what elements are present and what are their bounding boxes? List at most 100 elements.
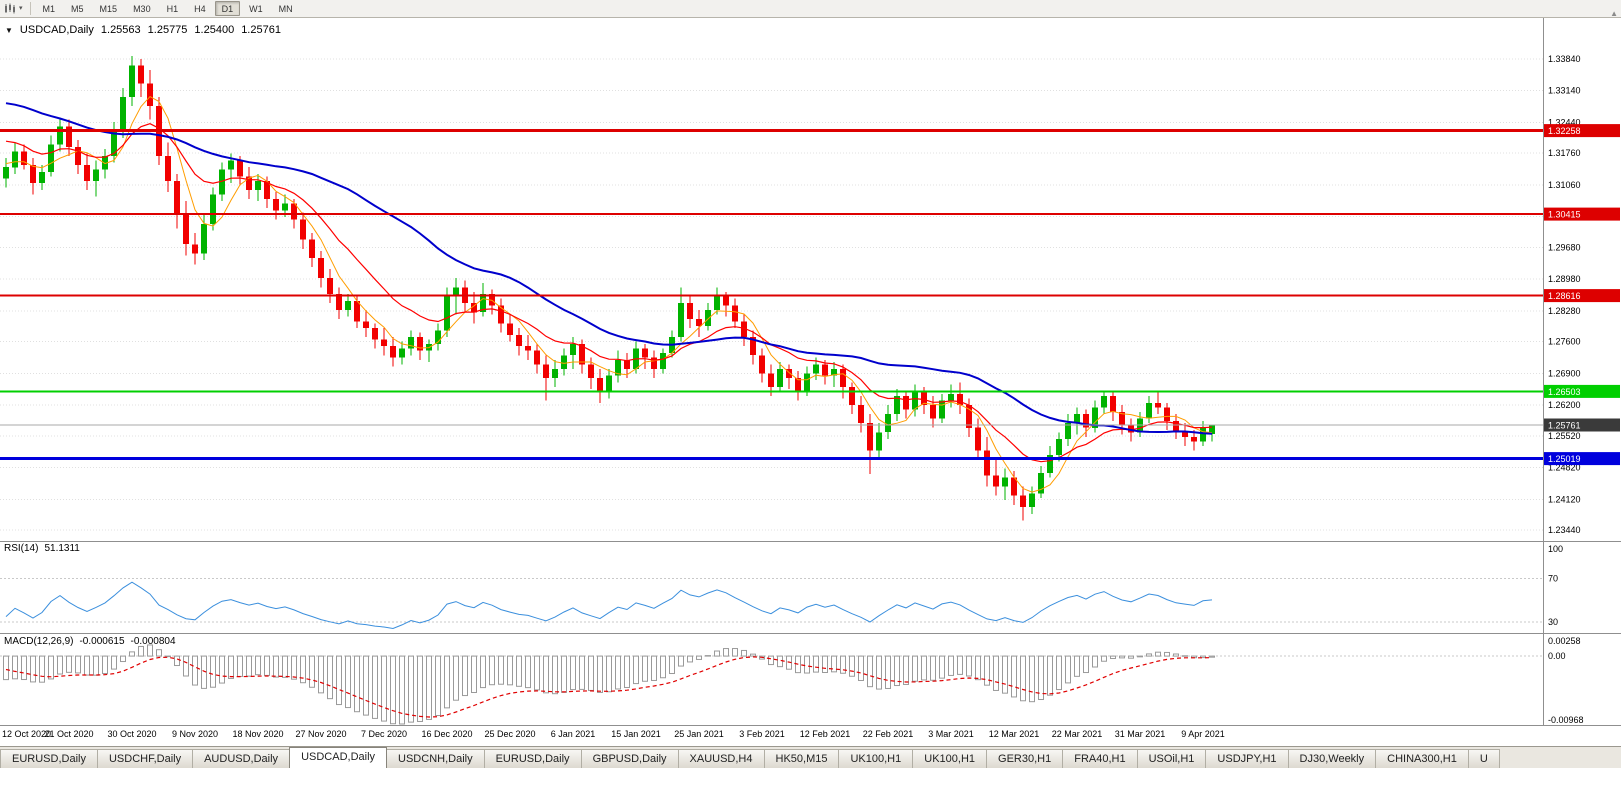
macd-histogram-bar <box>210 655 216 688</box>
price-tick-label: 1.24820 <box>1548 463 1581 473</box>
macd-histogram-bar <box>30 655 36 683</box>
tab-usdcad-daily[interactable]: USDCAD,Daily <box>289 747 388 768</box>
candle-body <box>183 214 189 245</box>
tab-uk100-h1[interactable]: UK100,H1 <box>912 749 988 768</box>
candle-body <box>1011 477 1017 496</box>
candle-body <box>228 160 234 170</box>
candle-body <box>597 377 603 392</box>
timeframe-mn[interactable]: MN <box>278 4 293 14</box>
macd-histogram-bar <box>354 655 360 713</box>
macd-histogram-bar <box>1182 655 1188 657</box>
candle-body <box>939 400 945 419</box>
macd-histogram-bar <box>12 655 18 680</box>
timeframe-m5[interactable]: M5 <box>71 4 84 14</box>
macd-histogram-bar <box>1119 655 1125 659</box>
timeframe-m30[interactable]: M30 <box>133 4 151 14</box>
candle-body <box>21 151 27 165</box>
candle-body <box>3 167 9 179</box>
macd-histogram-bar <box>417 655 423 722</box>
candle-body <box>912 391 918 410</box>
macd-histogram-bar <box>408 655 414 723</box>
tab-xauusd-h4[interactable]: XAUUSD,H4 <box>677 749 765 768</box>
date-label: 22 Feb 2021 <box>863 729 914 739</box>
current-price-badge <box>1544 418 1620 432</box>
tab-eurusd-daily[interactable]: EURUSD,Daily <box>483 749 582 768</box>
candle-body <box>417 337 423 351</box>
tab-usdchf-daily[interactable]: USDCHF,Daily <box>96 749 194 768</box>
macd-histogram-bar <box>741 649 747 657</box>
candle-body <box>201 223 207 254</box>
macd-histogram-bar <box>399 655 405 725</box>
chart-icon[interactable] <box>4 3 17 14</box>
tab-hk50-m15[interactable]: HK50,M15 <box>763 749 840 768</box>
chart-canvas[interactable]: 1.338401.331401.324401.317601.310601.303… <box>0 18 1621 746</box>
chart-title-caret-icon[interactable]: ▼ <box>5 25 13 35</box>
macd-histogram-bar <box>705 655 711 657</box>
chart-tabbar: EURUSD,Daily USDCHF,Daily AUDUSD,Daily USDC… <box>0 746 1621 768</box>
chart-open-value: 1.25563 <box>100 24 141 36</box>
date-label: 6 Jan 2021 <box>551 729 596 739</box>
rsi-name: RSI(14) <box>4 543 39 554</box>
macd-histogram-bar <box>1056 655 1062 691</box>
macd-histogram-bar <box>543 655 549 694</box>
tab-usdjpy-h1[interactable]: USDJPY,H1 <box>1205 749 1289 768</box>
macd-histogram-bar <box>930 655 936 681</box>
chart-high-value: 1.25775 <box>147 24 188 36</box>
macd-histogram-bar <box>615 655 621 690</box>
level-price-badge-label: 1.25019 <box>1548 454 1581 464</box>
macd-histogram-bar <box>678 655 684 667</box>
macd-histogram-bar <box>912 655 918 682</box>
macd-histogram-bar <box>1164 651 1170 657</box>
date-label: 15 Jan 2021 <box>611 729 661 739</box>
tab-china300-h1[interactable]: CHINA300,H1 <box>1375 749 1469 768</box>
ma-slow-line <box>5 102 1213 435</box>
price-tick-label: 1.29680 <box>1548 242 1581 252</box>
macd-histogram-bar <box>120 655 126 663</box>
date-label: 18 Nov 2020 <box>232 729 283 739</box>
macd-histogram-bar <box>1200 655 1206 659</box>
macd-histogram-bar <box>3 655 9 681</box>
candle-body <box>219 169 225 195</box>
tab-uk100-h1[interactable]: UK100,H1 <box>838 749 914 768</box>
candle-body <box>1065 423 1071 440</box>
timeframe-m1[interactable]: M1 <box>42 4 56 14</box>
macd-histogram-bar <box>48 655 54 680</box>
macd-histogram-bar <box>489 655 495 686</box>
macd-histogram-bar <box>822 655 828 674</box>
timeframe-d1[interactable]: D1 <box>214 1 241 16</box>
macd-histogram-bar <box>993 655 999 691</box>
macd-main-value: -0.000615 <box>79 636 125 647</box>
tab-dj30-weekly[interactable]: DJ30,Weekly <box>1287 749 1377 768</box>
timeframe-h1[interactable]: H1 <box>166 4 179 14</box>
tab-fra40-h1[interactable]: FRA40,H1 <box>1062 749 1138 768</box>
tab-usoil-h1[interactable]: USOil,H1 <box>1136 749 1207 768</box>
price-tick-label: 1.32440 <box>1548 117 1581 127</box>
macd-histogram-bar <box>597 655 603 693</box>
date-label: 12 Oct 2020 <box>2 729 51 739</box>
tab-gbpusd-daily[interactable]: GBPUSD,Daily <box>580 749 679 768</box>
tab-audusd-daily[interactable]: AUDUSD,Daily <box>192 749 291 768</box>
macd-histogram-bar <box>453 655 459 701</box>
timeframe-w1[interactable]: W1 <box>249 4 263 14</box>
chart-low-value: 1.25400 <box>194 24 235 36</box>
macd-histogram-bar <box>867 655 873 688</box>
candle-body <box>1083 414 1089 428</box>
tab-u[interactable]: U <box>1467 749 1500 768</box>
tab-eurusd-daily[interactable]: EURUSD,Daily <box>0 749 98 768</box>
scroll-up-icon[interactable]: ▲ <box>1610 9 1618 18</box>
tab-ger30-h1[interactable]: GER30,H1 <box>986 749 1064 768</box>
timeframe-m15[interactable]: M15 <box>99 4 118 14</box>
candle-body <box>840 368 846 387</box>
tab-usdcnh-daily[interactable]: USDCNH,Daily <box>386 749 485 768</box>
macd-histogram-bar <box>984 655 990 686</box>
macd-histogram-bar <box>1083 655 1089 674</box>
macd-histogram-bar <box>147 644 153 657</box>
macd-histogram-bar <box>561 655 567 693</box>
candle-body <box>741 321 747 338</box>
chart-dropdown-caret-icon[interactable]: ▾ <box>19 5 23 12</box>
rsi-tick-label: 100 <box>1548 544 1563 554</box>
candle-body <box>354 300 360 322</box>
macd-histogram-bar <box>192 655 198 686</box>
macd-histogram-bar <box>507 655 513 686</box>
timeframe-h4[interactable]: H4 <box>194 4 206 14</box>
